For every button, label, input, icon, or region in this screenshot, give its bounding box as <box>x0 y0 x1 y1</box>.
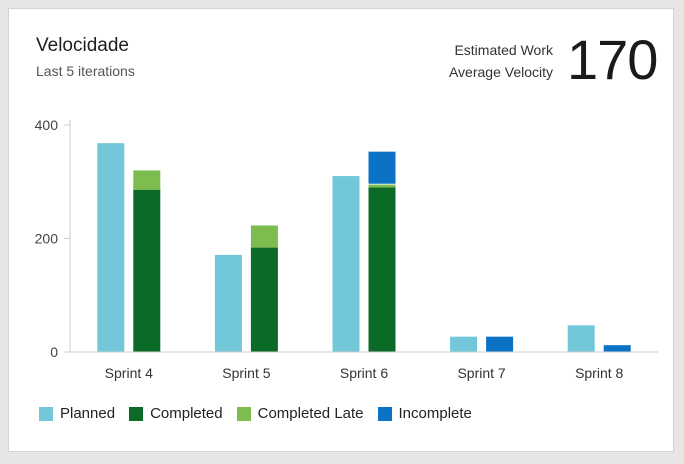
completed-bar[interactable] <box>368 187 396 352</box>
legend-label-completed-late: Completed Late <box>257 405 364 422</box>
incomplete-bar[interactable] <box>368 151 396 184</box>
legend-swatch-incomplete <box>377 406 392 421</box>
planned-bar[interactable] <box>450 336 478 352</box>
y-tick-label: 200 <box>35 231 59 247</box>
completed-late-bar[interactable] <box>133 170 161 190</box>
completed-bar[interactable] <box>133 189 161 352</box>
bar-group <box>97 143 631 352</box>
x-axis: Sprint 4 Sprint 5 Sprint 6 Sprint 7 Sprint 8 <box>70 351 658 381</box>
metric-labels: Estimated Work Average Velocity <box>449 39 553 83</box>
incomplete-bar[interactable] <box>603 345 631 352</box>
legend-label-completed: Completed <box>150 405 223 422</box>
widget-subtitle: Last 5 iterations <box>36 63 135 79</box>
y-tick-label: 0 <box>50 344 58 360</box>
x-tick-label: Sprint 4 <box>105 365 153 381</box>
legend-item-planned[interactable]: Planned <box>39 405 115 422</box>
completed-late-bar[interactable] <box>250 225 278 248</box>
legend-item-completed-late[interactable]: Completed Late <box>236 405 364 422</box>
average-velocity-label: Average Velocity <box>448 64 553 80</box>
planned-bar[interactable] <box>214 254 242 352</box>
incomplete-bar[interactable] <box>486 336 514 352</box>
x-tick-label: Sprint 8 <box>575 365 623 381</box>
legend-label-planned: Planned <box>60 405 116 422</box>
planned-bar[interactable] <box>567 325 595 352</box>
y-tick-label: 400 <box>35 117 59 133</box>
legend-item-incomplete[interactable]: Incomplete <box>377 405 472 422</box>
legend-swatch-completed <box>129 406 144 421</box>
planned-bar[interactable] <box>332 176 360 352</box>
legend-item-completed[interactable]: Completed <box>129 405 223 422</box>
legend-swatch-planned <box>39 406 53 421</box>
planned-bar[interactable] <box>97 143 125 352</box>
estimated-work-label: Estimated Work <box>454 42 553 58</box>
chart-legend: Planned Completed Completed Late Incompl… <box>39 405 486 422</box>
x-tick-label: Sprint 5 <box>222 365 270 381</box>
average-velocity-value: 170 <box>567 28 658 91</box>
x-tick-label: Sprint 6 <box>340 365 388 381</box>
x-tick-label: Sprint 7 <box>457 365 505 381</box>
widget-title[interactable]: Velocidade <box>36 35 129 56</box>
legend-label-incomplete: Incomplete <box>398 405 472 422</box>
legend-swatch-completed-late <box>236 406 251 421</box>
completed-late-bar[interactable] <box>368 184 396 188</box>
completed-bar[interactable] <box>250 247 278 352</box>
y-axis: 0 200 400 <box>35 117 71 360</box>
